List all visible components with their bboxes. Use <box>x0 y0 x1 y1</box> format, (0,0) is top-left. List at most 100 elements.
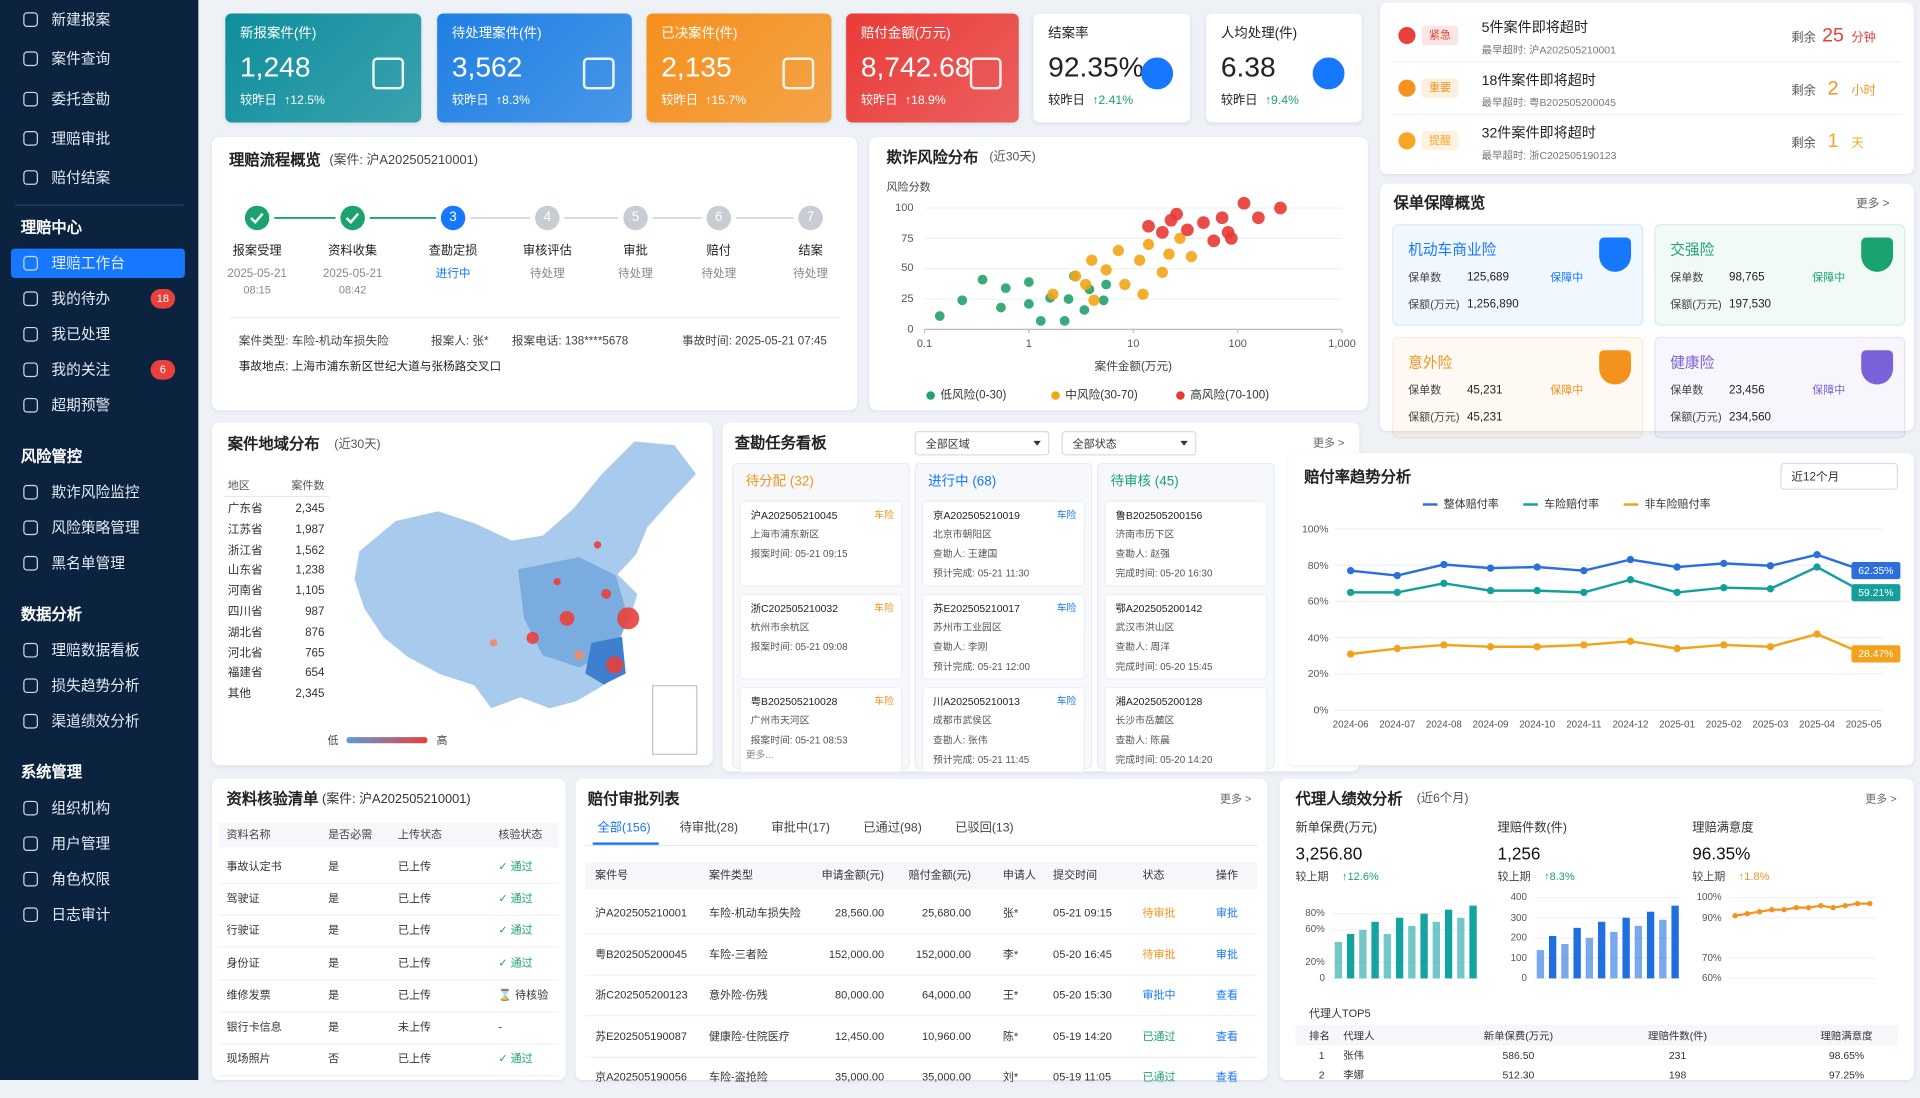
tab[interactable]: 待审批(28) <box>679 821 739 836</box>
filter-select[interactable]: 全部状态 <box>1061 431 1197 456</box>
region-title: 案件地域分布 <box>227 435 320 453</box>
action-link[interactable]: 查看 <box>1215 1070 1238 1084</box>
metric-label: 新单保费(万元) <box>1295 821 1378 836</box>
y-tick-label: 80% <box>1305 907 1325 919</box>
table-cell: 沪A202505210001 <box>595 906 688 919</box>
nav-icon <box>23 291 38 307</box>
task-card[interactable]: 苏E202505210017 车险 苏州市工业园区 查勘人: 李刚 预计完成: 05-2… <box>922 593 1085 680</box>
metric-label: 理赔满意度 <box>1692 821 1754 836</box>
policy-count: 125,689 <box>1466 270 1509 285</box>
range-select[interactable]: 近12个月 <box>1780 462 1898 490</box>
table-cell: 是 <box>328 924 340 937</box>
row-divider <box>219 947 559 949</box>
action-link[interactable]: 审批 <box>1215 947 1238 961</box>
filter-select[interactable]: 全部区域 <box>914 431 1050 456</box>
nav-item[interactable]: 赔付结案 <box>51 169 111 187</box>
table-header: 案件类型 <box>708 868 754 882</box>
kpi-delta-prefix: 较昨日 <box>661 94 698 108</box>
kpi-card: 新报案件(件) 1,248 较昨日 ↑12.5% <box>225 13 422 123</box>
nav-item[interactable]: 案件查询 <box>51 50 111 68</box>
task-id: 京A202505210019 <box>933 509 1020 522</box>
nav-item[interactable]: 新建报案 <box>51 11 111 29</box>
step-line1: 待处理 <box>529 267 565 281</box>
tab[interactable]: 已通过(98) <box>863 821 922 836</box>
table-cell: 待审批 <box>1142 947 1176 961</box>
action-link[interactable]: 审批 <box>1215 906 1238 919</box>
legend-label: 非车险赔付率 <box>1644 497 1711 511</box>
table-cell: 审批中 <box>1142 988 1176 1002</box>
tab-divider <box>585 844 1258 847</box>
nav-icon <box>23 520 38 536</box>
task-more[interactable]: 更多 > <box>1312 436 1345 449</box>
task-card[interactable]: 川A202505210013 车险 成都市武侯区 查勘人: 张伟 预计完成: 05-21… <box>922 686 1085 773</box>
nav-item[interactable]: 我的关注 <box>51 361 111 379</box>
region-name: 福建省 <box>227 666 263 681</box>
x-tick-label: 1,000 <box>1328 337 1356 350</box>
task-line: 查勘人: 周洋 <box>1115 641 1170 653</box>
region-name: 河南省 <box>227 584 263 599</box>
region-count: 2,345 <box>295 687 325 701</box>
task-footer[interactable]: 更多... <box>745 749 774 761</box>
sidebar: 新建报案 案件查询 委托查勘 理赔审批 赔付结案 理赔中心 理赔工作台 我的待办 18 我已处理我… <box>0 0 199 1081</box>
filter-caret <box>1180 440 1188 446</box>
end-label-text: 28.47% <box>1858 647 1894 660</box>
nav-item[interactable]: 黑名单管理 <box>51 554 125 572</box>
task-card[interactable]: 浙C202505210032 车险 杭州市余杭区 报案时间: 05-21 09:08 <box>739 593 903 680</box>
action-link[interactable]: 查看 <box>1215 1029 1238 1043</box>
table-cell: 05-19 11:05 <box>1053 1070 1112 1084</box>
task-card[interactable]: 湘A202505200128 长沙市岳麓区 查勘人: 陈晨 完成时间: 05-20 1… <box>1104 686 1268 773</box>
tab[interactable]: 审批中(17) <box>771 821 830 836</box>
scatter-point <box>1170 207 1183 221</box>
nav-item[interactable]: 理赔数据看板 <box>51 641 140 659</box>
y-tick-label: 0% <box>1313 703 1329 717</box>
case-info: 报案人: 张* <box>431 334 489 349</box>
nav-item[interactable]: 风险策略管理 <box>51 519 140 537</box>
action-link[interactable]: 查看 <box>1215 988 1238 1002</box>
tab[interactable]: 已驳回(13) <box>955 821 1014 836</box>
scatter-point <box>1181 223 1194 237</box>
agent-more[interactable]: 更多 > <box>1865 792 1897 806</box>
nav-item[interactable]: 欺诈风险监控 <box>51 483 140 501</box>
table-header: 新单保费(万元) <box>1483 1029 1554 1042</box>
nav-item[interactable]: 用户管理 <box>51 835 111 853</box>
policy-status: 保障中 <box>1550 271 1584 284</box>
task-card[interactable]: 京A202505210019 车险 北京市朝阳区 查勘人: 王建国 预计完成: 05-2… <box>922 500 1085 587</box>
nav-item[interactable]: 理赔工作台 <box>51 254 125 272</box>
nav-item[interactable]: 我已处理 <box>51 325 111 343</box>
scatter-point <box>1142 219 1155 233</box>
task-card[interactable]: 鄂A202505200142 武汉市洪山区 查勘人: 周洋 完成时间: 05-20 1… <box>1104 593 1268 680</box>
nav-badge-text: 18 <box>156 292 169 305</box>
nav-item[interactable]: 角色权限 <box>51 870 111 888</box>
task-card[interactable]: 鲁B202505200156 济南市历下区 查勘人: 赵强 完成时间: 05-20 1… <box>1104 500 1268 587</box>
nav-badge-text: 6 <box>159 363 166 376</box>
policy-more[interactable]: 更多 > <box>1856 197 1890 211</box>
table-cell: 05-19 14:20 <box>1053 1029 1112 1043</box>
x-axis-label: 案件金额(万元) <box>1094 360 1173 374</box>
task-card[interactable]: 沪A202505210045 车险 上海市浦东新区 报案时间: 05-21 09:15 <box>739 500 903 587</box>
scatter-point <box>1197 216 1210 229</box>
checklist-case: (案件: 沪A202505210001) <box>322 791 471 807</box>
nav-icon <box>23 555 38 571</box>
table-cell: 已上传 <box>397 1052 432 1065</box>
nav-item[interactable]: 超期预警 <box>51 396 111 414</box>
step-name: 资料收集 <box>328 244 378 259</box>
kpi-delta: ↑8.3% <box>495 94 530 108</box>
policy-name: 交强险 <box>1670 241 1715 259</box>
nav-item[interactable]: 我的待办 <box>51 290 111 308</box>
policy-title: 保单保障概览 <box>1393 194 1486 212</box>
table-cell: 身份证 <box>226 956 260 969</box>
map-hotspot <box>593 541 602 549</box>
nav-item[interactable]: 组织机构 <box>51 799 111 817</box>
table-cell: 待审批 <box>1142 906 1176 919</box>
bar <box>1561 944 1569 979</box>
tab[interactable]: 全部(156) <box>597 821 651 836</box>
claims-more[interactable]: 更多 > <box>1219 792 1252 806</box>
nav-item[interactable]: 渠道绩效分析 <box>51 712 140 730</box>
nav-item[interactable]: 委托查勘 <box>51 90 111 108</box>
policy-card: 意外险 保单数 45,231 保障中 保额(万元) 45,231 <box>1392 336 1644 439</box>
nav-item[interactable]: 损失趋势分析 <box>51 677 140 695</box>
region-name: 湖北省 <box>227 625 263 640</box>
task-card[interactable]: 粤B202505210028 车险 广州市天河区 报案时间: 05-21 08:53 <box>739 686 903 773</box>
nav-item[interactable]: 日志审计 <box>51 906 111 924</box>
nav-item[interactable]: 理赔审批 <box>51 129 111 147</box>
